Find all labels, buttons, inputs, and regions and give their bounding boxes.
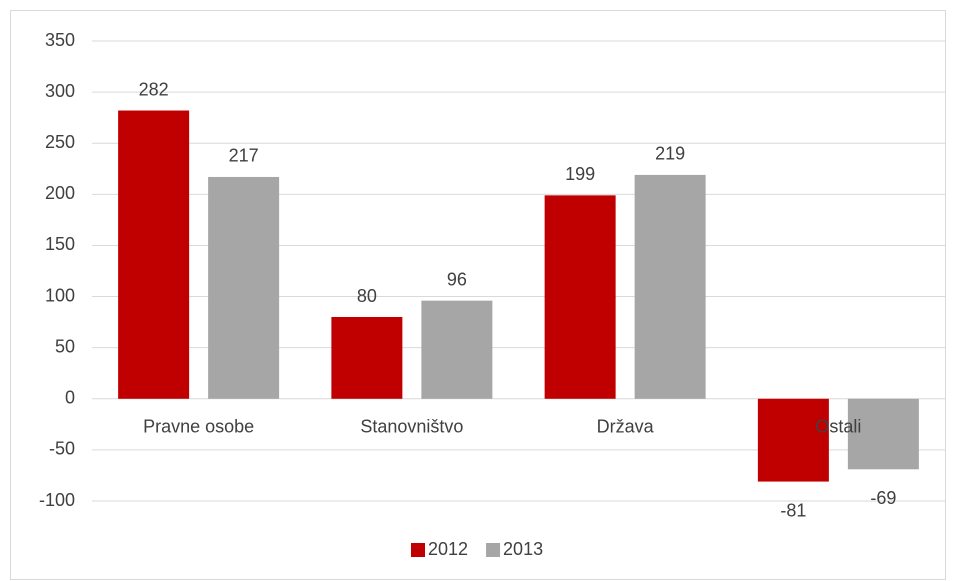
legend-label: 2013 [503, 539, 543, 559]
y-tick-label: 250 [45, 132, 75, 152]
y-tick-label: 50 [55, 336, 75, 356]
bar [208, 176, 280, 399]
data-label: 80 [357, 286, 377, 306]
data-label: 217 [229, 146, 259, 166]
labels: -100 -50 0 50 100 150 200 250 300 350 Pravne osobe… [39, 30, 896, 559]
x-tick-label: Ostali [815, 417, 861, 437]
bar [757, 398, 829, 482]
legend-label: 2012 [428, 539, 468, 559]
legend-swatch [486, 543, 501, 557]
bar [331, 317, 403, 399]
bars [118, 110, 919, 482]
y-tick-label: 300 [45, 81, 75, 101]
bar [421, 300, 493, 399]
y-tick-label: -100 [39, 490, 75, 510]
x-tick-label: Pravne osobe [143, 417, 254, 437]
data-label: 199 [565, 164, 595, 184]
data-label: -69 [870, 488, 896, 508]
x-tick-label: Država [597, 417, 655, 437]
y-tick-label: 150 [45, 234, 75, 254]
bar [634, 174, 706, 399]
bar [544, 195, 616, 399]
y-tick-label: 350 [45, 30, 75, 50]
data-label: -81 [780, 500, 806, 520]
legend-swatch [411, 543, 425, 557]
y-tick-label: -50 [49, 439, 75, 459]
y-tick-label: 100 [45, 285, 75, 305]
y-tick-label: 0 [65, 388, 75, 408]
data-label: 96 [447, 269, 467, 289]
y-tick-label: 200 [45, 183, 75, 203]
bar [118, 110, 190, 399]
data-label: 282 [139, 79, 169, 99]
grid [92, 40, 945, 502]
bar [847, 398, 919, 470]
x-tick-label: Stanovništvo [360, 417, 463, 437]
data-label: 219 [655, 144, 685, 164]
